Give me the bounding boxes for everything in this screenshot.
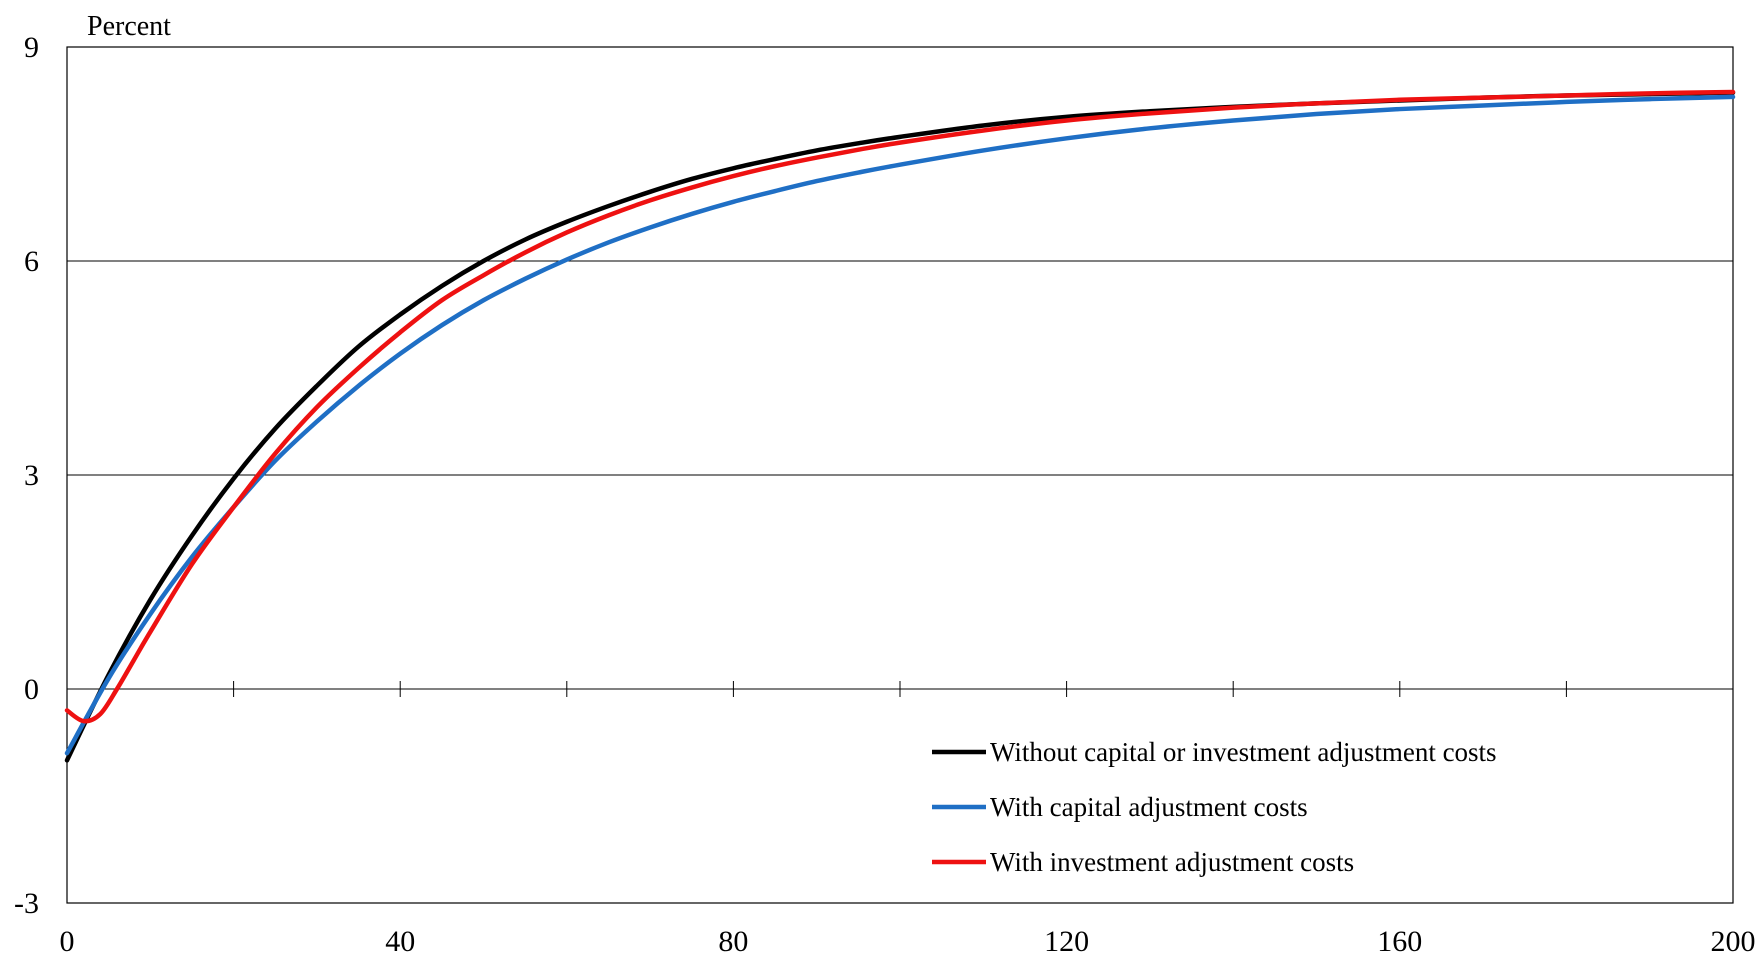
- legend-label: Without capital or investment adjustment…: [990, 737, 1497, 767]
- x-tick-label: 80: [718, 925, 748, 958]
- legend-label: With capital adjustment costs: [990, 792, 1308, 822]
- series-line-capital-adjustment-costs: [64, 94, 1736, 756]
- series-line-investment-adjustment-costs: [64, 89, 1736, 724]
- y-tick-label: 9: [24, 31, 39, 64]
- y-tick-label: 3: [24, 459, 39, 492]
- y-tick-label: 6: [24, 245, 39, 278]
- tick-labels: -3 0 3 6 9 0 40 80 120 160 200: [14, 31, 1756, 958]
- legend-label: With investment adjustment costs: [990, 847, 1354, 877]
- plot-frame: [66, 46, 1734, 904]
- axes: [66, 46, 1734, 904]
- y-unit-label: Percent: [87, 11, 171, 42]
- legend: Without capital or investment adjustment…: [932, 737, 1497, 877]
- x-tick-label: 200: [1711, 925, 1756, 958]
- series-line-no-adjustment-costs: [64, 90, 1736, 763]
- gridlines: [67, 260, 1733, 690]
- x-tick-label: 40: [385, 925, 415, 958]
- x-tick-label: 160: [1377, 925, 1422, 958]
- y-tick-label: -3: [14, 887, 39, 920]
- y-tick-label: 0: [24, 673, 39, 706]
- x-tick-label: 0: [60, 925, 75, 958]
- series-lines: [64, 89, 1736, 763]
- x-tick-label: 120: [1044, 925, 1089, 958]
